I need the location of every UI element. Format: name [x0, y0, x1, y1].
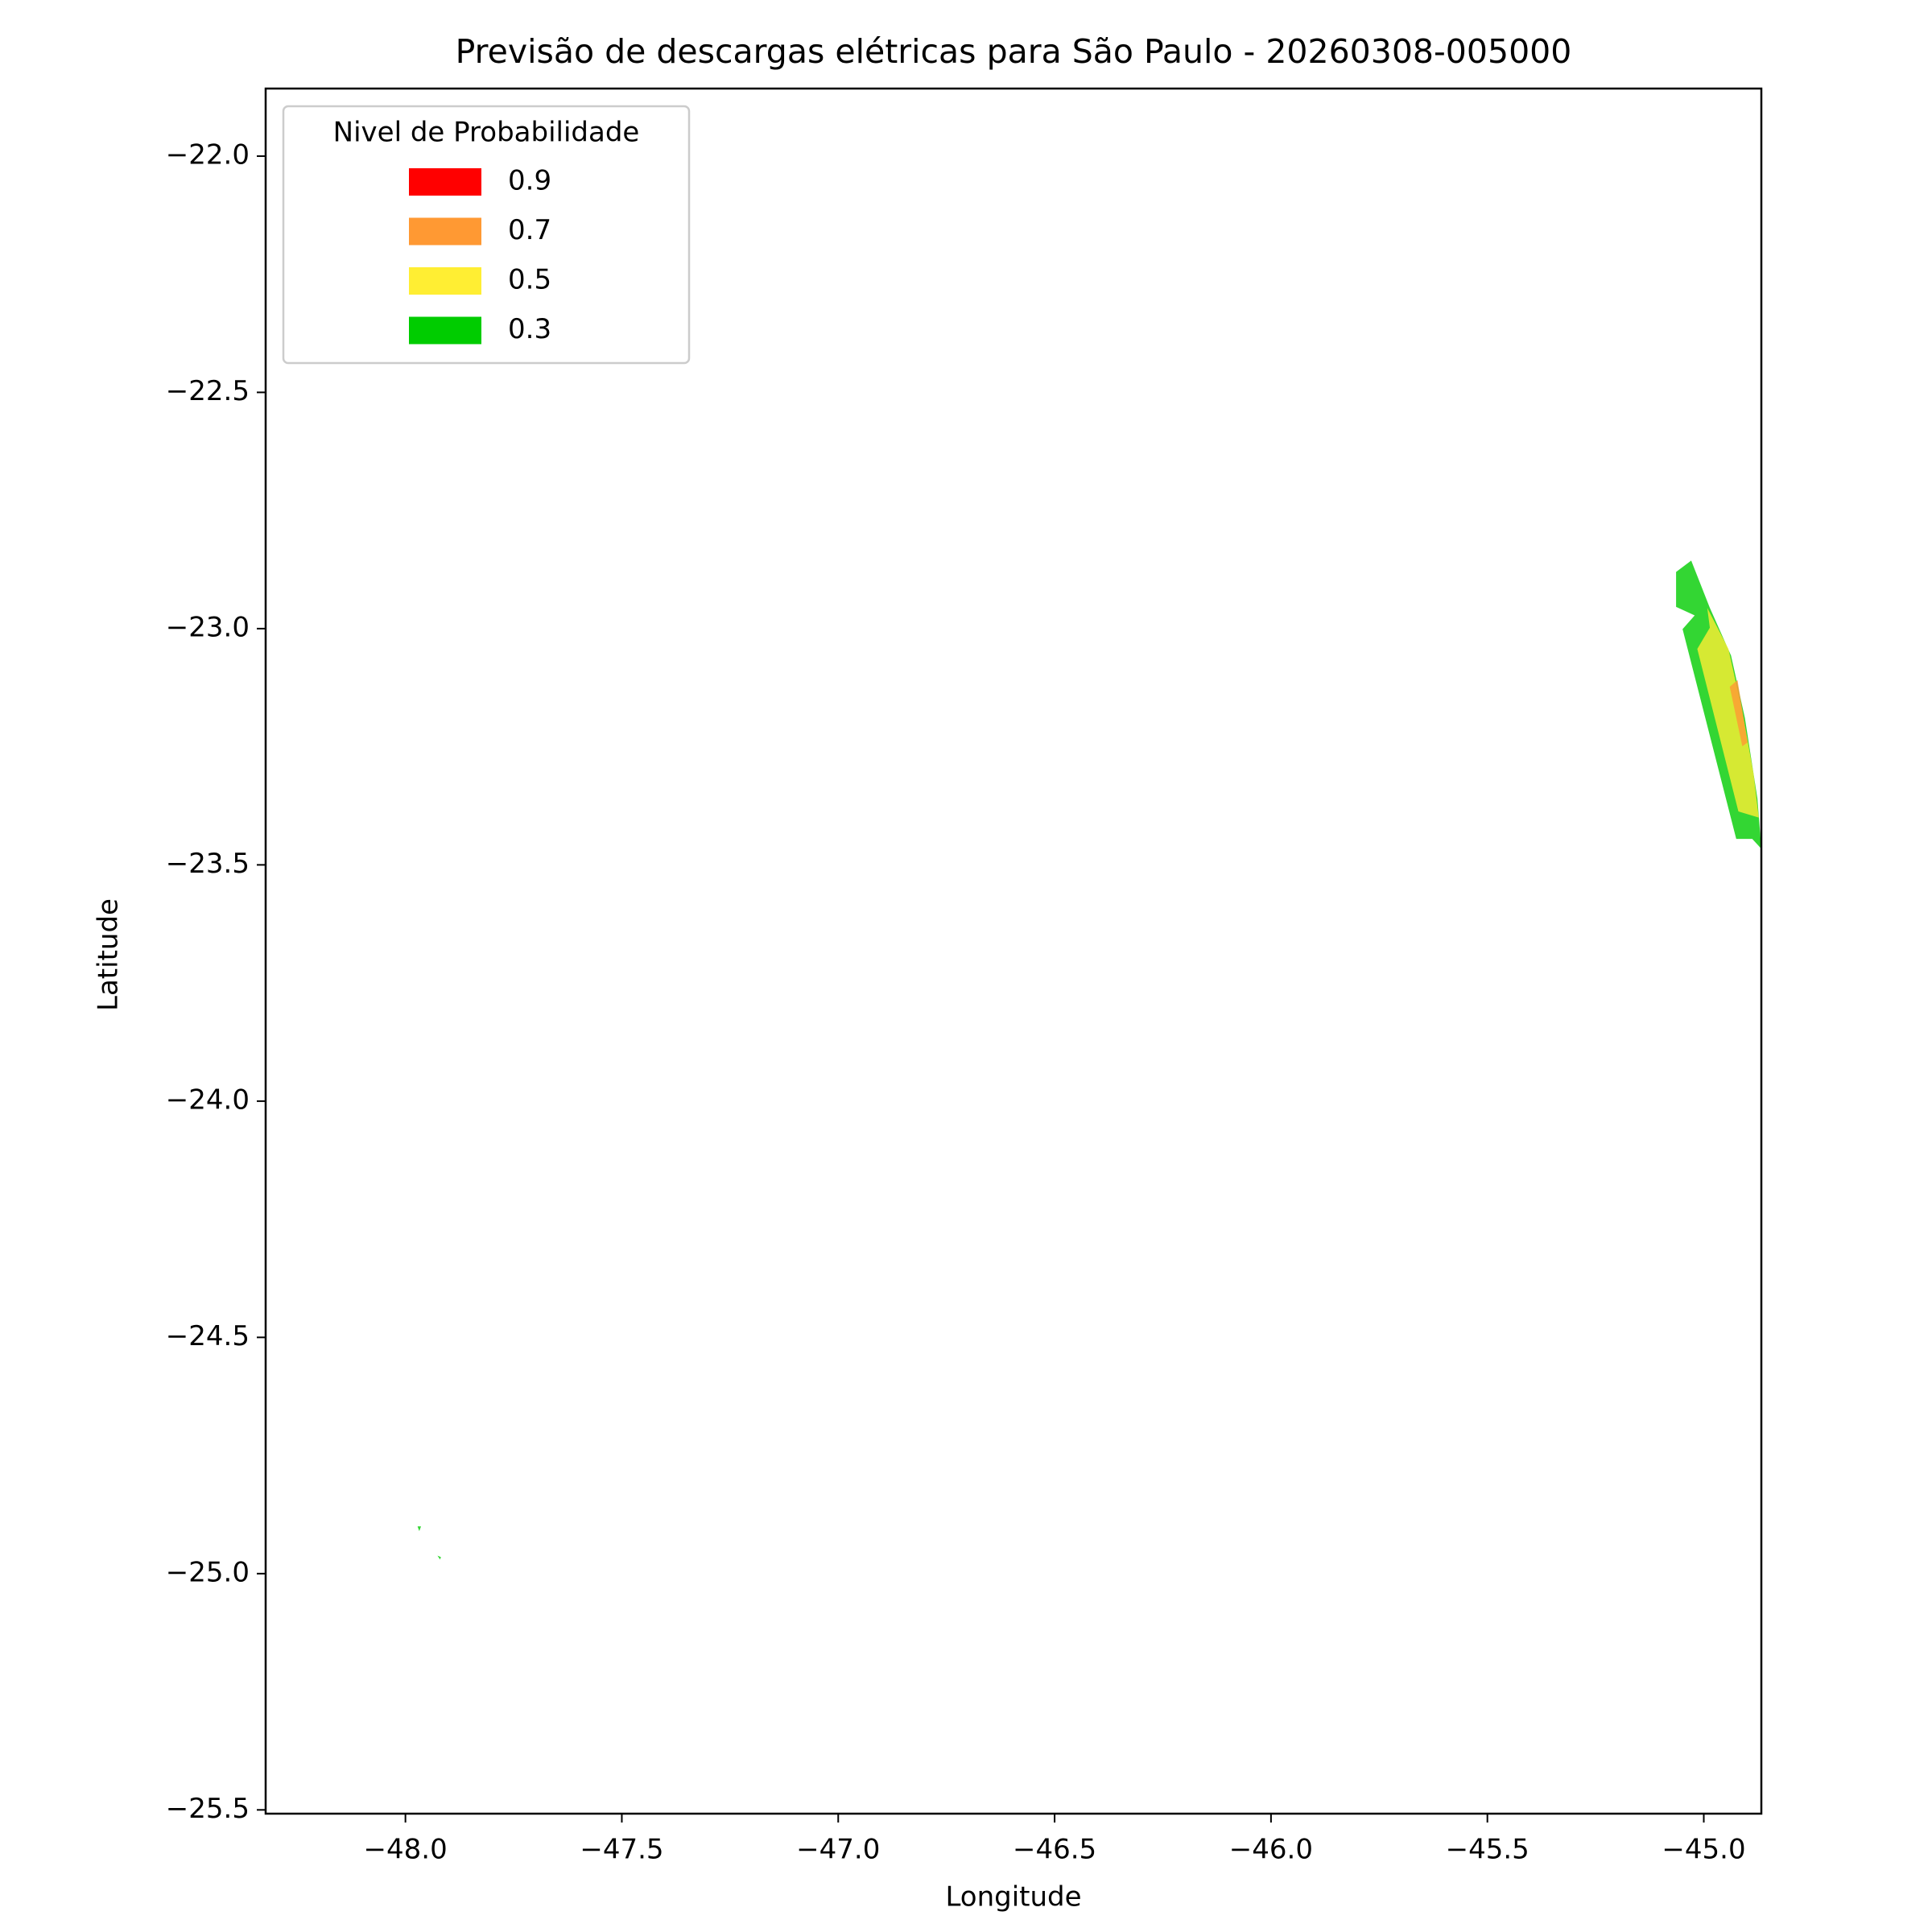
- y-tick-label: −22.5: [166, 375, 250, 407]
- legend-label: 0.7: [508, 214, 551, 246]
- x-axis-label: Longitude: [945, 1881, 1081, 1913]
- x-tick-label: −47.0: [796, 1834, 880, 1866]
- chart-title: Previsão de descargas elétricas para São…: [456, 32, 1572, 71]
- x-tick-label: −48.0: [364, 1834, 448, 1866]
- y-tick-label: −23.0: [166, 611, 250, 643]
- y-tick-label: −22.0: [166, 138, 250, 171]
- legend-swatch: [409, 217, 481, 246]
- contour-region: [417, 1526, 422, 1531]
- y-tick-label: −24.5: [166, 1320, 250, 1352]
- legend-swatch: [409, 267, 481, 295]
- x-tick-label: −47.5: [580, 1834, 663, 1866]
- legend-label: 0.9: [508, 165, 551, 197]
- y-axis-label: Latitude: [93, 898, 125, 1011]
- legend-swatch: [409, 168, 481, 196]
- x-tick-label: −45.0: [1662, 1834, 1745, 1866]
- y-tick-label: −25.0: [166, 1556, 250, 1588]
- contour-region: [1729, 679, 1748, 747]
- x-tick-label: −45.5: [1446, 1834, 1530, 1866]
- contour-region: [1697, 608, 1759, 818]
- x-tick-label: −46.5: [1013, 1834, 1096, 1866]
- legend-label: 0.3: [508, 313, 551, 345]
- axes-frame: [264, 87, 1763, 1815]
- legend-label: 0.5: [508, 264, 551, 296]
- y-tick-label: −24.0: [166, 1084, 250, 1116]
- y-tick-label: −25.5: [166, 1793, 250, 1825]
- contour-region: [437, 1555, 441, 1560]
- plot-area: [417, 560, 1761, 1560]
- legend-title: Nivel de Probabilidade: [333, 117, 640, 149]
- x-tick-label: −46.0: [1229, 1834, 1313, 1866]
- legend-box: [282, 105, 691, 365]
- y-tick-label: −23.5: [166, 848, 250, 880]
- legend-swatch: [409, 316, 481, 345]
